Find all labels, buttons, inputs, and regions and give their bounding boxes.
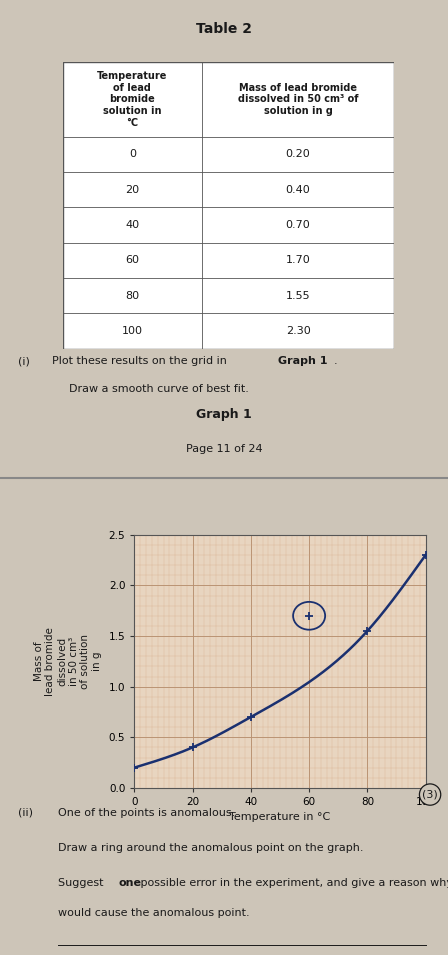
Text: 2.30: 2.30 [286, 326, 310, 336]
X-axis label: Temperature in °C: Temperature in °C [229, 813, 331, 822]
Text: would cause the anomalous point.: would cause the anomalous point. [58, 908, 250, 918]
Text: one: one [119, 879, 142, 888]
Text: 0.70: 0.70 [286, 220, 310, 230]
Text: One of the points is anomalous.: One of the points is anomalous. [58, 808, 236, 817]
Text: 0.40: 0.40 [286, 184, 310, 195]
Text: 1.70: 1.70 [286, 255, 310, 265]
Text: 0.20: 0.20 [286, 149, 310, 159]
Text: (ii): (ii) [18, 808, 33, 817]
Text: Mass of lead bromide
dissolved in 50 cm³ of
solution in g: Mass of lead bromide dissolved in 50 cm³… [238, 83, 358, 116]
Text: Temperature
of lead
bromide
solution in
°C: Temperature of lead bromide solution in … [97, 71, 168, 128]
Text: Plot these results on the grid in: Plot these results on the grid in [52, 356, 230, 366]
Text: (i): (i) [18, 356, 30, 366]
Text: .: . [334, 356, 337, 366]
Y-axis label: Mass of
lead bromide
dissolved
in 50 cm³
of solution
in g: Mass of lead bromide dissolved in 50 cm³… [34, 626, 102, 696]
Text: Draw a smooth curve of best fit.: Draw a smooth curve of best fit. [69, 384, 250, 394]
Text: 20: 20 [125, 184, 139, 195]
FancyBboxPatch shape [63, 62, 394, 349]
Text: 0: 0 [129, 149, 136, 159]
Text: 60: 60 [125, 255, 139, 265]
Text: Graph 1: Graph 1 [278, 356, 327, 366]
Text: Page 11 of 24: Page 11 of 24 [185, 444, 263, 455]
Text: Graph 1: Graph 1 [196, 408, 252, 421]
Text: 1.55: 1.55 [286, 290, 310, 301]
Text: Suggest: Suggest [58, 879, 107, 888]
Text: 80: 80 [125, 290, 139, 301]
Text: Table 2: Table 2 [196, 22, 252, 36]
Text: Draw a ring around the anomalous point on the graph.: Draw a ring around the anomalous point o… [58, 843, 364, 853]
Text: possible error in the experiment, and give a reason why this error: possible error in the experiment, and gi… [137, 879, 448, 888]
Text: 100: 100 [122, 326, 143, 336]
Text: 40: 40 [125, 220, 139, 230]
Text: (3): (3) [422, 790, 438, 799]
